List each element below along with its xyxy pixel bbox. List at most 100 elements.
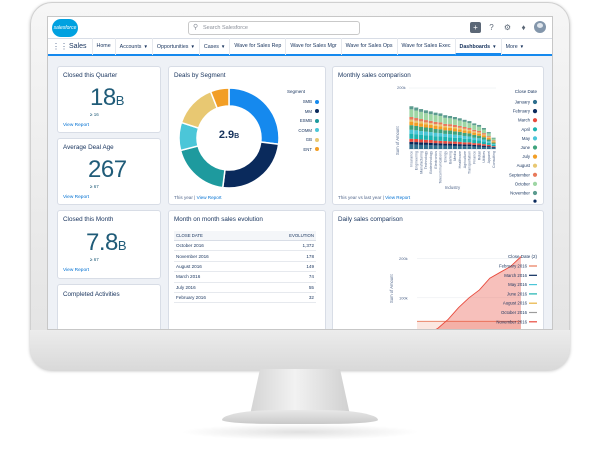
legend-item[interactable]: August 2016 <box>503 301 528 306</box>
chevron-down-icon[interactable]: ▼ <box>492 44 497 49</box>
bar-segment[interactable] <box>419 121 424 124</box>
bar-segment[interactable] <box>467 146 472 149</box>
view-report-link[interactable]: View Report <box>385 195 411 200</box>
nav-item-wave-for-sales-ops[interactable]: Wave for Sales Ops <box>340 38 397 55</box>
legend-item[interactable]: January <box>515 100 531 105</box>
donut-chart[interactable] <box>174 83 284 193</box>
bar-segment[interactable] <box>462 126 467 129</box>
bar-segment[interactable] <box>423 122 428 125</box>
table-row[interactable]: February 2016 32 <box>174 292 316 304</box>
bar-segment[interactable] <box>457 127 462 130</box>
bar-segment[interactable] <box>452 145 457 149</box>
bar-segment[interactable] <box>481 145 486 147</box>
column-header[interactable]: CLOSE DATE <box>174 231 254 241</box>
legend-item[interactable]: October 2016 <box>501 310 528 315</box>
legend-item[interactable]: February <box>513 109 531 114</box>
bar-segment[interactable] <box>467 131 472 134</box>
legend-item[interactable]: GB <box>306 137 319 142</box>
bar-segment[interactable] <box>433 129 438 133</box>
bar-segment[interactable] <box>438 140 443 144</box>
legend-item[interactable]: May 2016 <box>508 282 527 287</box>
bar-segment[interactable] <box>448 124 453 127</box>
bar-segment[interactable] <box>433 145 438 149</box>
bar-segment[interactable] <box>423 135 428 140</box>
bar-segment[interactable] <box>462 138 467 143</box>
nav-item-accounts[interactable]: Accounts ▼ <box>114 38 152 55</box>
nav-item-home[interactable]: Home <box>91 38 115 55</box>
bar-segment[interactable] <box>428 132 433 136</box>
nav-item-wave-for-sales-exec[interactable]: Wave for Sales Exec <box>396 38 455 55</box>
legend-scroll-dot[interactable] <box>533 199 537 203</box>
bar-segment[interactable] <box>448 115 453 119</box>
bar-segment[interactable] <box>438 122 443 125</box>
bar-segment[interactable] <box>419 131 424 135</box>
nav-item-more[interactable]: More ▼ <box>500 38 529 55</box>
bar-segment[interactable] <box>433 140 438 144</box>
bar-segment[interactable] <box>472 140 477 144</box>
bar-segment[interactable] <box>477 132 482 134</box>
view-report-link[interactable]: View Report <box>63 123 90 128</box>
legend-item[interactable]: March <box>518 118 531 123</box>
bar-segment[interactable] <box>452 126 457 129</box>
chevron-down-icon[interactable]: ▼ <box>220 44 226 49</box>
bar-segment[interactable] <box>409 121 414 126</box>
bar-segment[interactable] <box>414 139 419 143</box>
bar-segment[interactable] <box>448 134 453 138</box>
legend-item[interactable]: September <box>509 172 531 177</box>
bar-segment[interactable] <box>414 130 419 135</box>
donut-slice-gb[interactable] <box>180 90 219 130</box>
bar-segment[interactable] <box>433 124 438 126</box>
bar-segment[interactable] <box>452 141 457 144</box>
bar-segment[interactable] <box>457 135 462 138</box>
bar-segment[interactable] <box>481 144 486 146</box>
bar-segment[interactable] <box>433 132 438 137</box>
bar-segment[interactable] <box>419 126 424 132</box>
gear-icon[interactable]: ⚙ <box>503 22 512 32</box>
bar-segment[interactable] <box>452 137 457 142</box>
bar-segment[interactable] <box>438 126 443 130</box>
bar-segment[interactable] <box>486 141 491 143</box>
bar-segment[interactable] <box>472 144 477 147</box>
table-row[interactable]: November 2016 178 <box>174 250 316 262</box>
bar-segment[interactable] <box>481 135 486 138</box>
bar-segment[interactable] <box>452 143 457 146</box>
bar-segment[interactable] <box>486 137 491 138</box>
bar-segment[interactable] <box>477 124 482 127</box>
bar-segment[interactable] <box>414 120 419 123</box>
bar-segment[interactable] <box>491 140 496 142</box>
bar-segment[interactable] <box>423 131 428 136</box>
bar-segment[interactable] <box>443 115 448 118</box>
bar-segment[interactable] <box>477 145 482 147</box>
line-area-chart[interactable]: Sum of Amount 200k 100k Close Date (2) Febru… <box>333 211 544 330</box>
bar-segment[interactable] <box>486 146 491 148</box>
bar-segment[interactable] <box>457 137 462 142</box>
view-report-link[interactable]: View Report <box>196 195 222 200</box>
bar-segment[interactable] <box>438 129 443 134</box>
app-launcher-icon[interactable]: ⋮⋮ <box>52 42 68 51</box>
bar-segment[interactable] <box>428 135 433 141</box>
bar-segment[interactable] <box>452 128 457 132</box>
bar-segment[interactable] <box>467 128 472 130</box>
bar-segment[interactable] <box>448 130 453 135</box>
nav-item-wave-for-sales-rep[interactable]: Wave for Sales Rep <box>229 38 285 55</box>
bar-segment[interactable] <box>457 131 462 136</box>
bar-segment[interactable] <box>438 124 443 127</box>
legend-item[interactable]: November <box>510 191 530 196</box>
view-report-link[interactable]: View Report <box>63 268 90 273</box>
bar-segment[interactable] <box>423 127 428 132</box>
bar-segment[interactable] <box>443 143 448 146</box>
view-report-link[interactable]: View Report <box>63 195 90 200</box>
bar-segment[interactable] <box>472 129 477 132</box>
bar-segment[interactable] <box>428 114 433 121</box>
bar-segment[interactable] <box>414 118 419 121</box>
bar-segment[interactable] <box>414 110 419 119</box>
bar-segment[interactable] <box>419 139 424 143</box>
legend-item[interactable]: COMM <box>298 128 319 133</box>
bar-segment[interactable] <box>423 144 428 149</box>
legend-item[interactable]: October <box>515 181 531 186</box>
bar-segment[interactable] <box>428 142 433 146</box>
column-header[interactable]: EVOLUTION <box>253 231 316 241</box>
bar-segment[interactable] <box>428 111 433 115</box>
bar-segment[interactable] <box>423 142 428 145</box>
bar-segment[interactable] <box>477 146 482 149</box>
